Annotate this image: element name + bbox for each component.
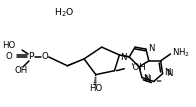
Text: NH$_2$: NH$_2$	[172, 47, 191, 59]
Polygon shape	[67, 59, 84, 67]
Text: OH: OH	[15, 66, 28, 75]
Text: H$_2$O: H$_2$O	[54, 7, 74, 19]
Text: O: O	[41, 52, 48, 61]
Text: N: N	[167, 69, 173, 78]
Text: 'OH: 'OH	[130, 63, 146, 72]
Text: HO: HO	[89, 84, 103, 93]
Text: N: N	[143, 74, 150, 83]
Text: O: O	[6, 52, 12, 61]
Text: N: N	[120, 53, 126, 62]
Text: HO: HO	[2, 41, 15, 50]
Text: N: N	[148, 44, 154, 53]
Text: =: =	[155, 79, 161, 85]
Text: N: N	[165, 68, 171, 77]
Text: N: N	[144, 75, 151, 84]
Text: P: P	[28, 52, 34, 61]
Polygon shape	[119, 55, 129, 58]
